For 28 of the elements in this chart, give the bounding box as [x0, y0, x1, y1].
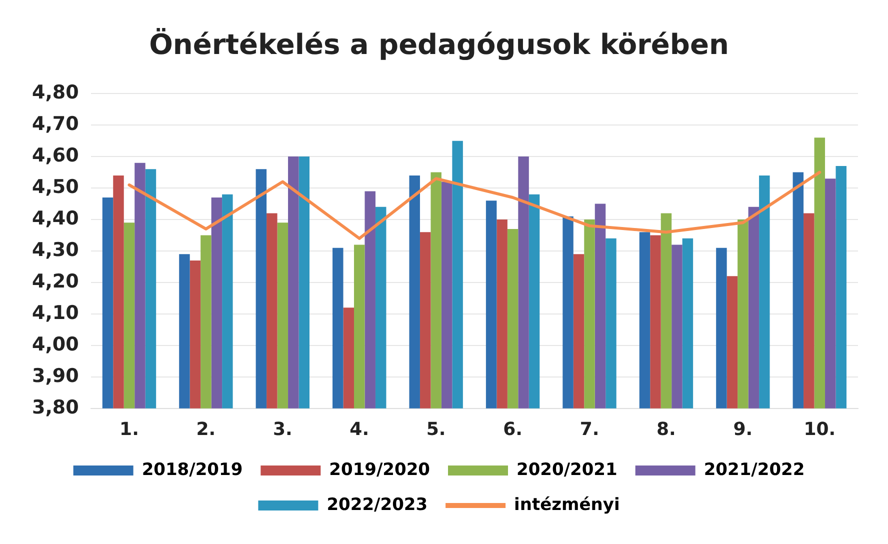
chart-title: Önértékelés a pedagógusok körében [149, 28, 729, 62]
y-tick-label: 4,50 [32, 176, 79, 198]
x-tick-label: 9. [733, 418, 753, 440]
legend-label: 2022/2023 [326, 494, 428, 515]
y-tick-label: 4,10 [32, 302, 79, 324]
legend-label: 2021/2022 [704, 460, 805, 480]
legend-label: intézményi [514, 494, 620, 515]
x-tick-label: 4. [350, 418, 370, 440]
legend-label: 2018/2019 [142, 460, 243, 480]
x-tick-label: 8. [656, 418, 676, 440]
y-tick-label: 4,80 [32, 82, 79, 104]
x-tick-label: 7. [580, 418, 600, 440]
x-tick-label: 1. [120, 418, 139, 440]
y-tick-label: 4,30 [32, 238, 79, 261]
legend-label: 2019/2020 [329, 460, 430, 480]
x-tick-label: 10. [804, 418, 836, 440]
y-tick-label: 4,70 [32, 113, 79, 136]
legend-label: 2020/2021 [516, 460, 618, 480]
x-tick-label: 2. [196, 418, 216, 440]
y-tick-label: 4,20 [32, 270, 79, 292]
y-tick-label: 4,40 [32, 207, 79, 230]
y-tick-label: 3,80 [32, 396, 79, 418]
x-tick-label: 6. [503, 418, 522, 440]
y-tick-label: 3,90 [32, 364, 79, 387]
y-tick-label: 4,00 [32, 333, 79, 356]
y-tick-label: 4,60 [32, 144, 79, 166]
x-tick-label: 5. [426, 418, 446, 440]
x-tick-label: 3. [272, 418, 292, 440]
